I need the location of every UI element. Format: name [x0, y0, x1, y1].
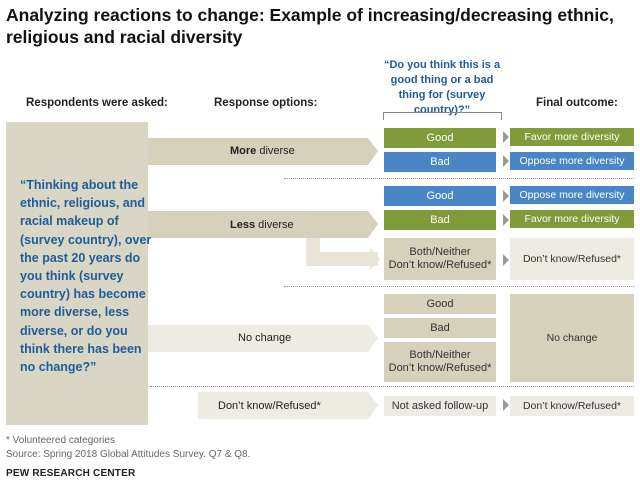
flow-arrows	[148, 131, 509, 419]
respondents-header: Respondents were asked:	[26, 97, 168, 109]
separator-line	[284, 178, 634, 179]
response-no-change: No change	[238, 332, 292, 344]
followup-less-both-line2: Don’t know/Refused*	[388, 259, 492, 271]
followup-nochange-good: Good	[384, 294, 496, 314]
outcome-no-change: No change	[510, 294, 634, 382]
outcome-dont-know: Don’t know/Refused*	[510, 396, 634, 416]
question-box	[6, 122, 148, 425]
arrow-no-change	[148, 325, 378, 352]
outcome-less-good: Oppose more diversity	[510, 186, 634, 204]
followup-nochange-bad: Bad	[384, 318, 496, 338]
response-less-diverse: Less diverse	[230, 219, 294, 231]
arrow-less-diverse	[148, 211, 378, 238]
arrow-more-diverse	[148, 138, 378, 165]
response-dont-know: Don’t know/Refused*	[218, 400, 321, 412]
followup-question-header: “Do you think this is a good thing or a …	[383, 59, 501, 116]
response-more-diverse: More diverse	[230, 145, 295, 157]
followup-less-good: Good	[384, 186, 496, 206]
followup-not-asked: Not asked follow-up	[384, 396, 496, 416]
brand-logo: PEW RESEARCH CENTER	[6, 468, 136, 479]
footnote: * Volunteered categories	[6, 435, 115, 446]
followup-nochange-both: Both/Neither Don’t know/Refused*	[384, 342, 496, 382]
response-options-header: Response options:	[214, 97, 318, 109]
question-text: “Thinking about the ethnic, religious, a…	[20, 178, 152, 375]
followup-more-good: Good	[384, 128, 496, 148]
followup-nochange-both-line2: Don’t know/Refused*	[388, 362, 492, 374]
outcome-less-both: Don’t know/Refused*	[510, 238, 634, 280]
separator-line	[284, 286, 634, 287]
chart-title: Analyzing reactions to change: Example o…	[6, 5, 614, 47]
followup-bracket	[383, 112, 502, 120]
followup-less-both-line1: Both/Neither	[409, 246, 471, 258]
final-outcome-header: Final outcome:	[536, 97, 618, 109]
followup-less-both: Both/Neither Don’t know/Refused*	[384, 238, 496, 280]
source-note: Source: Spring 2018 Global Attitudes Sur…	[6, 449, 251, 460]
outcome-more-good: Favor more diversity	[510, 128, 634, 146]
connector-less-both-horizontal	[306, 252, 378, 266]
followup-less-bad: Bad	[384, 210, 496, 230]
separator-line	[150, 386, 634, 387]
arrow-dont-know	[198, 392, 378, 419]
followup-more-bad: Bad	[384, 152, 496, 172]
outcome-more-bad: Oppose more diversity	[510, 152, 634, 170]
outcome-less-bad: Favor more diversity	[510, 210, 634, 228]
followup-nochange-both-line1: Both/Neither	[409, 349, 471, 361]
